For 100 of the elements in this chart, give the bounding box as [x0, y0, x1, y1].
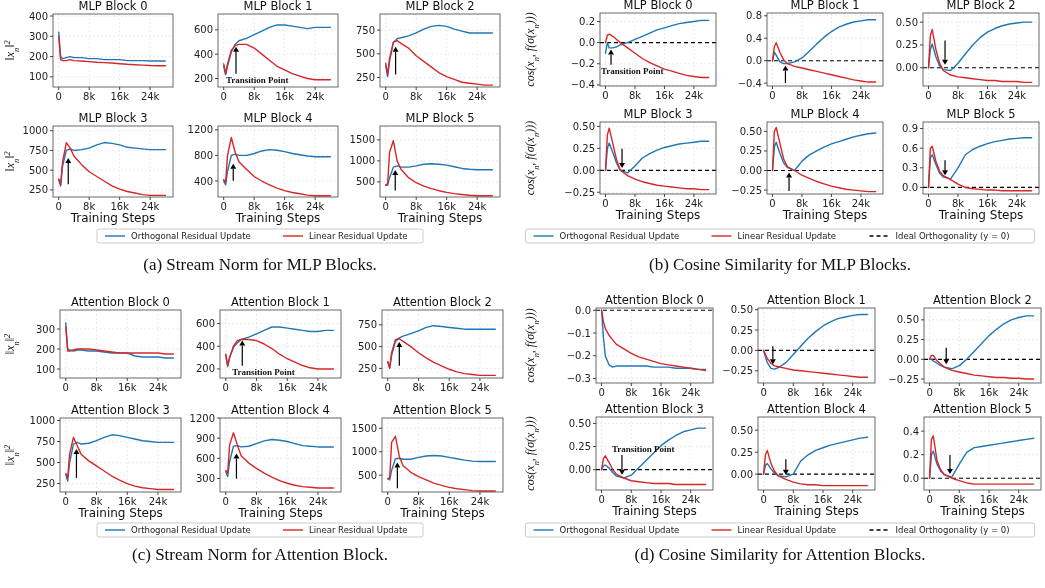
x-tick-label: 8k [787, 494, 800, 505]
chart-title: MLP Block 3 [78, 111, 148, 125]
legend-label: Ideal Orthogonality (y = 0) [895, 525, 1010, 535]
line-series [600, 427, 707, 479]
line-series [223, 148, 332, 186]
y-tick-label: 0.4 [746, 32, 762, 44]
x-tick-label: 8k [787, 387, 800, 398]
x-tick-label: 16k [275, 201, 295, 212]
x-tick-label: 16k [437, 201, 457, 212]
chart-title: Attention Block 3 [605, 402, 704, 416]
y-tick-label: 0.0 [746, 55, 762, 67]
x-tick-label: 16k [655, 90, 674, 101]
x-tick-label: 24k [851, 198, 871, 209]
x-tick-label: 8k [412, 382, 425, 393]
y-tick-label: 0.25 [730, 324, 753, 336]
y-tick-label: 0.00 [572, 164, 595, 176]
legend-label: Linear Residual Update [737, 231, 837, 241]
y-tick-label: 0.50 [730, 424, 753, 436]
x-tick-label: 8k [410, 91, 423, 102]
chart-title: MLP Block 0 [78, 0, 148, 13]
chart-title: Attention Block 4 [231, 403, 330, 417]
line-series [225, 338, 335, 370]
x-tick-label: 16k [117, 496, 137, 507]
x-tick-label: 24k [308, 496, 328, 507]
x-tick-label: 16k [978, 90, 997, 101]
x-axis-title: Training Steps [399, 506, 485, 520]
chart-title: Attention Block 0 [71, 295, 170, 309]
line-series [927, 145, 1033, 192]
line-series [600, 455, 707, 486]
y-tick-label: −0.25 [731, 184, 762, 196]
line-series [225, 438, 335, 478]
y-tick-label: 250 [28, 184, 48, 196]
y-tick-label: 0.2 [579, 15, 595, 27]
y-tick-label: 200 [28, 51, 48, 63]
x-tick-label: 16k [437, 91, 457, 102]
x-tick-label: 8k [250, 382, 263, 393]
x-tick-label: 0 [602, 90, 609, 101]
line-series [65, 434, 175, 482]
x-tick-label: 0 [382, 91, 389, 102]
x-tick-label: 16k [651, 494, 671, 505]
y-tick-label: 600 [195, 452, 215, 464]
y-tick-label: 0.50 [739, 125, 762, 137]
line-series [928, 435, 1035, 485]
y-tick-label: 0.25 [730, 446, 753, 458]
x-tick-label: 24k [1009, 387, 1029, 398]
line-series [927, 21, 1033, 72]
x-tick-label: 24k [140, 91, 160, 102]
x-tick-label: 16k [439, 382, 459, 393]
y-tick-label: 1000 [349, 155, 375, 167]
x-tick-label: 8k [83, 201, 96, 212]
x-tick-label: 16k [813, 494, 833, 505]
x-axis-title: Training Steps [396, 211, 483, 225]
x-tick-label: 16k [117, 382, 137, 393]
y-tick-label: 100 [35, 363, 55, 375]
x-tick-label: 0 [925, 198, 932, 209]
x-tick-label: 24k [684, 90, 704, 101]
x-tick-label: 0 [62, 496, 69, 507]
x-axis-title: Training Steps [234, 211, 321, 225]
x-tick-label: 8k [248, 201, 261, 212]
y-tick-label: −0.25 [888, 373, 919, 385]
x-tick-label: 0 [382, 201, 389, 212]
line-series [927, 28, 1033, 84]
y-tick-label: 0.00 [896, 353, 919, 365]
line-series [387, 435, 497, 492]
y-tick-label: 250 [35, 478, 55, 490]
line-series [771, 132, 877, 172]
line-series [385, 24, 494, 78]
y-tick-label: 0.9 [902, 123, 918, 135]
y-tick-label: −0.25 [722, 365, 753, 377]
x-tick-label: 0 [760, 494, 767, 505]
y-tick-label: 0.0 [579, 37, 595, 49]
x-tick-label: 16k [822, 90, 841, 101]
x-tick-label: 8k [795, 198, 809, 209]
chart-title: Attention Block 5 [393, 403, 492, 417]
y-tick-label: 0.50 [730, 304, 753, 316]
chart-title: MLP Block 5 [405, 111, 475, 125]
y-tick-label: −0.4 [737, 77, 762, 89]
line-series [762, 349, 869, 378]
x-tick-label: 0 [925, 90, 932, 101]
x-tick-label: 0 [769, 198, 776, 209]
x-tick-label: 24k [470, 382, 490, 393]
y-tick-label: 250 [357, 362, 377, 374]
y-tick-label: 500 [357, 469, 377, 481]
line-series [223, 24, 332, 76]
x-axis-title: Training Steps [781, 208, 868, 222]
chart-title: MLP Block 2 [946, 0, 1016, 12]
x-tick-label: 16k [979, 494, 999, 505]
x-tick-label: 24k [843, 387, 863, 398]
text: (a) Stream Norm for MLP Blocks. [143, 255, 377, 274]
x-tick-label: 16k [978, 198, 997, 209]
x-tick-label: 0 [55, 91, 62, 102]
legend-label: Ideal Orthogonality (y = 0) [895, 231, 1010, 241]
y-tick-label: 750 [355, 24, 375, 36]
y-tick-label: 250 [355, 72, 375, 84]
x-tick-label: 24k [308, 382, 328, 393]
y-tick-label: −0.25 [564, 186, 595, 198]
y-tick-label: −0.4 [570, 79, 595, 91]
x-axis-title: Training Steps [773, 504, 859, 518]
chart-title: MLP Block 5 [946, 107, 1016, 121]
line-series [604, 19, 710, 54]
